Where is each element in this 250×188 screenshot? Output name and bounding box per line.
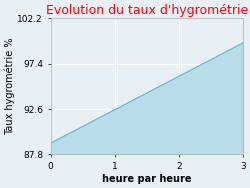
- Title: Evolution du taux d'hygrométrie: Evolution du taux d'hygrométrie: [46, 4, 248, 17]
- Y-axis label: Taux hygrométrie %: Taux hygrométrie %: [4, 38, 15, 135]
- X-axis label: heure par heure: heure par heure: [102, 174, 192, 184]
